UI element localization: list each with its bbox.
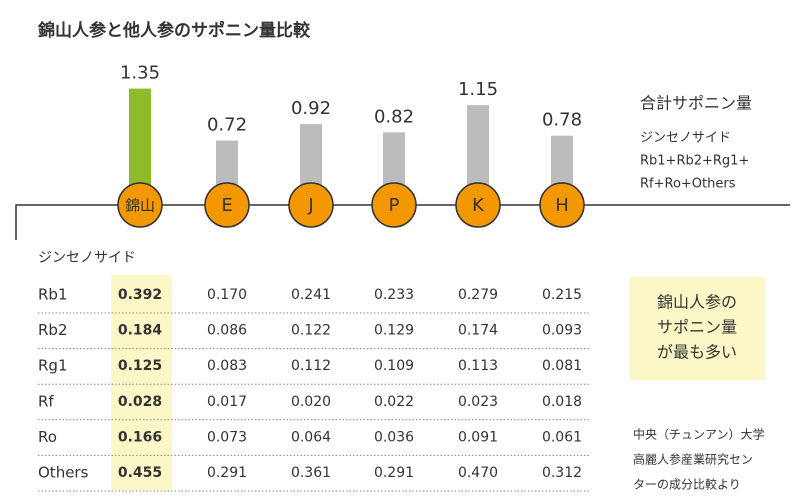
table-cell: 0.455 bbox=[118, 465, 162, 481]
category-marker bbox=[117, 182, 163, 228]
table-cell: 0.122 bbox=[291, 323, 331, 339]
legend-line: Rb1+Rb2+Rg1+ bbox=[640, 154, 749, 169]
table-cell: 0.279 bbox=[458, 287, 498, 303]
category-marker bbox=[204, 182, 250, 228]
note-box bbox=[630, 277, 765, 380]
legend-line: Rf+Ro+Others bbox=[640, 177, 736, 192]
table-cell: 0.166 bbox=[118, 429, 162, 445]
table-cell: 0.113 bbox=[458, 358, 498, 374]
table-cell: 0.018 bbox=[542, 394, 582, 410]
category-label: E bbox=[221, 195, 232, 216]
table-cell: 0.184 bbox=[118, 323, 163, 339]
table-cell: 0.061 bbox=[542, 429, 582, 445]
value-label: 0.78 bbox=[542, 110, 582, 131]
table-cell: 0.291 bbox=[207, 465, 247, 481]
table-cell: 0.017 bbox=[207, 394, 247, 410]
table-cell: 0.170 bbox=[207, 287, 247, 303]
table-cell: 0.028 bbox=[118, 394, 162, 410]
table-cell: 0.174 bbox=[458, 323, 498, 339]
table-cell: 0.129 bbox=[374, 323, 414, 339]
category-label: P bbox=[389, 195, 400, 216]
category-label: 錦山 bbox=[125, 197, 155, 215]
table-cell: 0.023 bbox=[458, 394, 498, 410]
value-label: 0.92 bbox=[291, 98, 331, 119]
row-label: Rf bbox=[38, 392, 54, 410]
table-cell: 0.109 bbox=[374, 358, 414, 374]
table-cell: 0.241 bbox=[291, 287, 331, 303]
table-cell: 0.022 bbox=[374, 394, 414, 410]
category-label: J bbox=[307, 195, 313, 216]
table-cell: 0.125 bbox=[118, 358, 162, 374]
highlight-column bbox=[111, 275, 172, 490]
table-cell: 0.036 bbox=[374, 429, 414, 445]
note-line: が最も多い bbox=[657, 343, 737, 362]
table-cell: 0.361 bbox=[291, 465, 331, 481]
legend-title: 合計サポニン量 bbox=[640, 94, 752, 113]
category-label: H bbox=[555, 195, 569, 216]
bar bbox=[467, 105, 489, 205]
source-line: 中央（チュンアン）大学 bbox=[633, 427, 765, 442]
table-cell: 0.291 bbox=[374, 465, 414, 481]
note-line: サポニン量 bbox=[657, 318, 737, 337]
table-cell: 0.392 bbox=[118, 287, 162, 303]
baseline bbox=[15, 204, 790, 240]
row-label: Rb2 bbox=[38, 321, 68, 339]
value-label: 1.15 bbox=[458, 79, 498, 100]
row-label: Rg1 bbox=[38, 357, 68, 375]
source-line: 高麗人参産業研究セン bbox=[633, 452, 753, 467]
table-cell: 0.073 bbox=[207, 429, 247, 445]
table-cell: 0.081 bbox=[542, 358, 582, 374]
table-cell: 0.233 bbox=[374, 287, 414, 303]
source-line: ターの成分比較より bbox=[633, 477, 741, 492]
row-label: Rb1 bbox=[38, 286, 68, 304]
table-header: ジンセノサイド bbox=[38, 250, 136, 266]
category-marker bbox=[539, 182, 585, 228]
note-line: 錦山人参の bbox=[657, 293, 737, 312]
row-label: Ro bbox=[38, 428, 57, 446]
table-cell: 0.093 bbox=[542, 323, 582, 339]
table-cell: 0.020 bbox=[291, 394, 331, 410]
table-cell: 0.083 bbox=[207, 358, 247, 374]
row-label: Others bbox=[38, 464, 89, 482]
category-label: K bbox=[472, 195, 485, 216]
table-cell: 0.470 bbox=[458, 465, 498, 481]
category-marker bbox=[371, 182, 417, 228]
bar bbox=[129, 88, 151, 205]
table-cell: 0.312 bbox=[542, 465, 582, 481]
chart-title: 錦山人参と他人参のサポニン量比較 bbox=[38, 20, 311, 41]
category-marker bbox=[288, 182, 334, 228]
table-cell: 0.091 bbox=[458, 429, 498, 445]
value-label: 0.72 bbox=[207, 115, 247, 136]
table-cell: 0.215 bbox=[542, 287, 582, 303]
category-marker bbox=[455, 182, 501, 228]
value-label: 1.35 bbox=[120, 63, 160, 84]
table-cell: 0.086 bbox=[207, 323, 247, 339]
legend-line: ジンセノサイド bbox=[640, 131, 731, 146]
table-cell: 0.064 bbox=[291, 429, 331, 445]
table-cell: 0.112 bbox=[291, 358, 331, 374]
value-label: 0.82 bbox=[374, 106, 414, 127]
